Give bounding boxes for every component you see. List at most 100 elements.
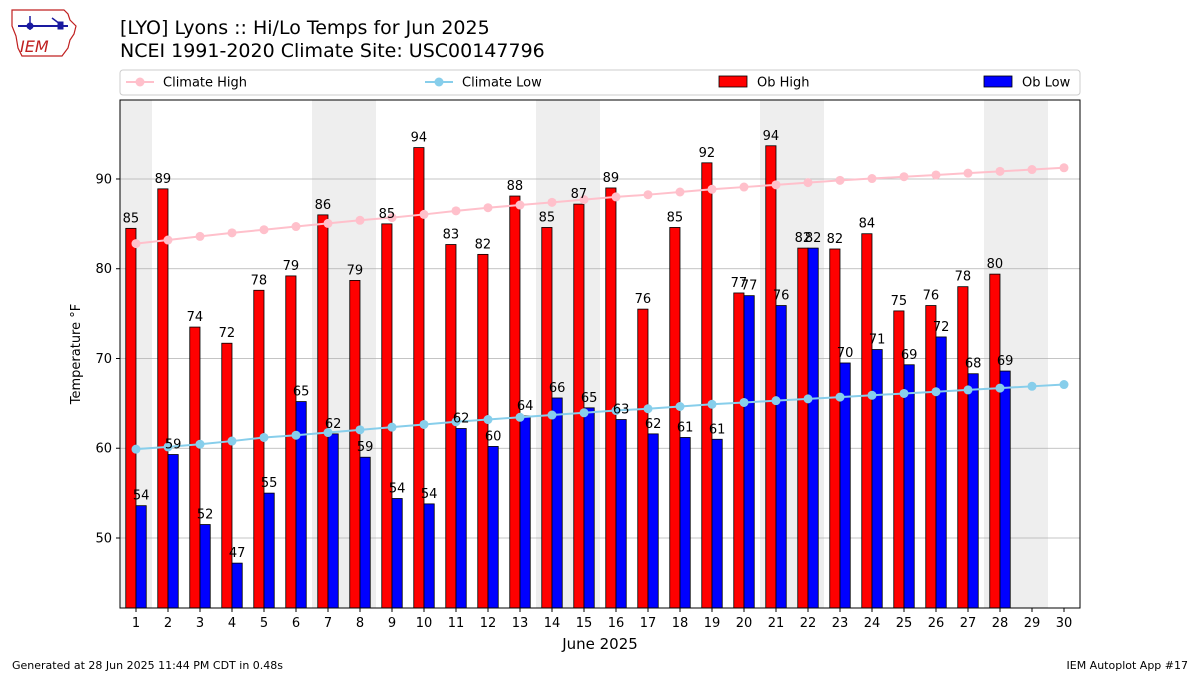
ob-low-label-24: 71 bbox=[869, 333, 886, 348]
gridlines bbox=[120, 178, 1080, 539]
ob-high-bar-7 bbox=[317, 214, 329, 609]
ob-low-bar-4 bbox=[231, 562, 243, 609]
x-tick-label-15: 15 bbox=[576, 616, 593, 631]
climate-low-point-15 bbox=[579, 408, 589, 418]
ob-high-label-14: 85 bbox=[539, 210, 556, 225]
climate-high-point-23 bbox=[835, 175, 845, 185]
x-tick-label-13: 13 bbox=[512, 616, 529, 631]
x-tick-label-2: 2 bbox=[164, 616, 172, 631]
x-tick-label-10: 10 bbox=[416, 616, 433, 631]
climate-high-point-13 bbox=[515, 200, 525, 210]
ob-high-label-25: 75 bbox=[891, 294, 908, 309]
climate-low-point-2 bbox=[163, 442, 173, 452]
ob-high-label-17: 76 bbox=[635, 292, 652, 307]
x-tick-label-25: 25 bbox=[896, 616, 913, 631]
x-tick-label-14: 14 bbox=[544, 616, 561, 631]
ob-high-bar-6 bbox=[285, 275, 297, 609]
x-tick-label-12: 12 bbox=[480, 616, 497, 631]
climate-high-point-22 bbox=[803, 178, 813, 188]
climate-low-point-6 bbox=[291, 430, 301, 440]
x-tick-label-18: 18 bbox=[672, 616, 689, 631]
climate-high-point-12 bbox=[483, 203, 493, 213]
y-tick-label-80: 80 bbox=[95, 262, 112, 277]
ob-low-label-25: 69 bbox=[901, 348, 918, 363]
climate-high-point-17 bbox=[643, 190, 653, 200]
ob-low-bar-16 bbox=[615, 419, 627, 609]
climate-low-point-19 bbox=[707, 399, 717, 409]
legend-frame bbox=[119, 69, 1081, 96]
x-tick-label-7: 7 bbox=[324, 616, 332, 631]
ob-high-bar-22 bbox=[797, 247, 809, 609]
legend-ob-high: Ob High bbox=[718, 76, 810, 91]
ob-high-bar-23 bbox=[829, 248, 841, 609]
ob-high-bar-18 bbox=[669, 227, 681, 609]
climate-low-point-13 bbox=[515, 412, 525, 422]
x-tick-label-29: 29 bbox=[1024, 616, 1041, 631]
ob-high-bar-9 bbox=[381, 223, 393, 609]
climate-low-line bbox=[135, 383, 1065, 451]
climate-high-point-5 bbox=[259, 225, 269, 235]
x-tick-label-22: 22 bbox=[800, 616, 817, 631]
ob-low-bar-12 bbox=[487, 446, 499, 609]
ob-high-label-15: 87 bbox=[571, 187, 588, 202]
x-tick-label-5: 5 bbox=[260, 616, 268, 631]
ob-high-bar-19 bbox=[701, 162, 713, 609]
climate-low-point-3 bbox=[195, 439, 205, 449]
ob-low-label-1: 54 bbox=[133, 489, 150, 504]
ob-high-label-20: 77 bbox=[731, 276, 748, 291]
ob-high-label-24: 84 bbox=[859, 217, 876, 232]
climate-low-point-30 bbox=[1059, 380, 1069, 390]
x-tick-label-20: 20 bbox=[736, 616, 753, 631]
ob-low-label-16: 63 bbox=[613, 403, 630, 418]
ob-low-label-8: 59 bbox=[357, 440, 374, 455]
climate-low-point-9 bbox=[387, 422, 397, 432]
iem-logo: IEM bbox=[11, 9, 77, 57]
x-tick-label-1: 1 bbox=[132, 616, 140, 631]
climate-low-point-8 bbox=[355, 425, 365, 435]
climate-low-point-11 bbox=[451, 417, 461, 427]
climate-low-point-21 bbox=[771, 396, 781, 406]
legend-ob-low: Ob Low bbox=[983, 76, 1071, 91]
climate-high-point-14 bbox=[547, 197, 557, 207]
legend-label-climate-high: Climate High bbox=[163, 76, 247, 91]
climate-low-point-24 bbox=[867, 390, 877, 400]
weekend-shade-day-29 bbox=[1016, 100, 1048, 608]
ob-low-bar-26 bbox=[935, 336, 947, 609]
climate-high-point-16 bbox=[611, 192, 621, 202]
ob-high-label-22: 82 bbox=[795, 231, 812, 246]
climate-lines bbox=[131, 163, 1069, 454]
climate-low-point-17 bbox=[643, 404, 653, 414]
climate-high-point-7 bbox=[323, 218, 333, 228]
ob-low-label-2: 59 bbox=[165, 438, 182, 453]
ob-high-label-4: 72 bbox=[219, 326, 236, 341]
climate-low-point-23 bbox=[835, 392, 845, 402]
ob-low-bar-25 bbox=[903, 364, 915, 609]
ob-high-bar-15 bbox=[573, 203, 585, 609]
app-label: IEM Autoplot App #17 bbox=[1066, 659, 1189, 672]
ob-low-bar-11 bbox=[455, 428, 467, 609]
ob-high-label-2: 89 bbox=[155, 172, 172, 187]
x-tick-label-24: 24 bbox=[864, 616, 881, 631]
climate-low-point-10 bbox=[419, 419, 429, 429]
climate-high-point-8 bbox=[355, 215, 365, 225]
climate-high-point-4 bbox=[227, 228, 237, 238]
ob-high-label-26: 76 bbox=[923, 289, 940, 304]
ob-high-label-5: 78 bbox=[251, 273, 268, 288]
ob-high-bar-16 bbox=[605, 187, 617, 609]
legend: Climate High Climate Low Ob High Ob Low bbox=[119, 69, 1081, 96]
ob-low-bar-18 bbox=[679, 437, 691, 609]
ob-low-bar-2 bbox=[167, 454, 179, 609]
legend-climate-high: Climate High bbox=[126, 76, 247, 91]
x-tick-label-4: 4 bbox=[228, 616, 236, 631]
ob-low-label-3: 52 bbox=[197, 508, 214, 523]
climate-high-point-26 bbox=[931, 170, 941, 180]
bars bbox=[125, 145, 1011, 609]
ob-high-bar-27 bbox=[957, 286, 969, 609]
climate-high-line bbox=[135, 166, 1065, 245]
x-tick-label-23: 23 bbox=[832, 616, 849, 631]
y-tick-label-60: 60 bbox=[95, 442, 112, 457]
x-tick-label-28: 28 bbox=[992, 616, 1009, 631]
ob-low-bar-24 bbox=[871, 349, 883, 609]
climate-high-point-9 bbox=[387, 213, 397, 223]
